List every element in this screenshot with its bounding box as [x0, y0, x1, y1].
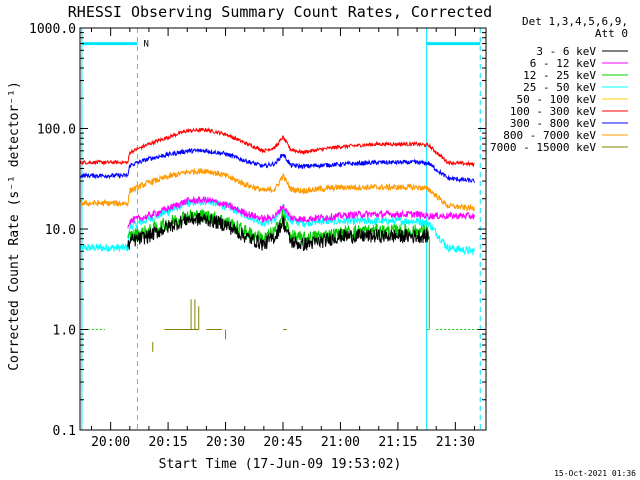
x-tick-label-0: 20:00 [91, 435, 130, 450]
plot-frame [79, 27, 487, 431]
x-tick-label-5: 21:15 [378, 435, 417, 450]
legend-label-12-25-kev: 12 - 25 keV [523, 69, 596, 82]
legend-label-300-800-kev: 300 - 800 keV [510, 117, 596, 130]
y-tick-label-1: 1.0 [53, 324, 76, 339]
legend-label-7000-15000-kev: 7000 - 15000 keV [490, 141, 596, 154]
legend-label-800-7000-kev: 800 - 7000 keV [503, 129, 596, 142]
y-tick-label-4: 1000.0 [29, 22, 76, 37]
series-line-25-50-kev [79, 197, 475, 256]
plot-area: N [79, 28, 481, 430]
x-tick-label-6: 21:30 [436, 435, 475, 450]
series-line-6-12-kev [127, 195, 475, 229]
timestamp: 15-Oct-2021 01:36 [554, 469, 636, 478]
series-line-300-800-kev [79, 147, 475, 184]
x-tick-label-1: 20:15 [149, 435, 188, 450]
series-line-800-7000-kev [79, 168, 475, 212]
chart-title: RHESSI Observing Summary Count Rates, Co… [68, 3, 492, 21]
y-tick-label-0: 0.1 [53, 424, 76, 439]
axes: 0.1 1.0 10.0 100.0 1000.0 20:00 20:15 20:30 20:4… [29, 22, 486, 450]
x-tick-label-3: 20:45 [263, 435, 302, 450]
flag-label: N [143, 40, 148, 50]
legend-label-100-300-kev: 100 - 300 keV [510, 105, 596, 118]
legend-header-line2: Att 0 [595, 27, 628, 40]
y-tick-label-3: 100.0 [37, 123, 76, 138]
legend-label-25-50-kev: 25 - 50 keV [523, 81, 596, 94]
series-line-100-300-kev [79, 126, 475, 168]
legend-header-line1: Det 1,3,4,5,6,9, [522, 15, 628, 28]
legend-label-50-100-kev: 50 - 100 keV [517, 93, 597, 106]
y-axis-label: Corrected Count Rate (s⁻¹ detector⁻¹) [7, 81, 22, 371]
series-line-3-6-kev [127, 212, 429, 252]
legend-label-3-6-kev: 3 - 6 keV [536, 45, 596, 58]
legend-label-6-12-kev: 6 - 12 keV [530, 57, 597, 70]
x-tick-label-2: 20:30 [206, 435, 245, 450]
y-tick-label-2: 10.0 [45, 223, 76, 238]
x-axis-label: Start Time (17-Jun-09 19:53:02) [159, 457, 402, 472]
x-tick-label-4: 21:00 [321, 435, 360, 450]
